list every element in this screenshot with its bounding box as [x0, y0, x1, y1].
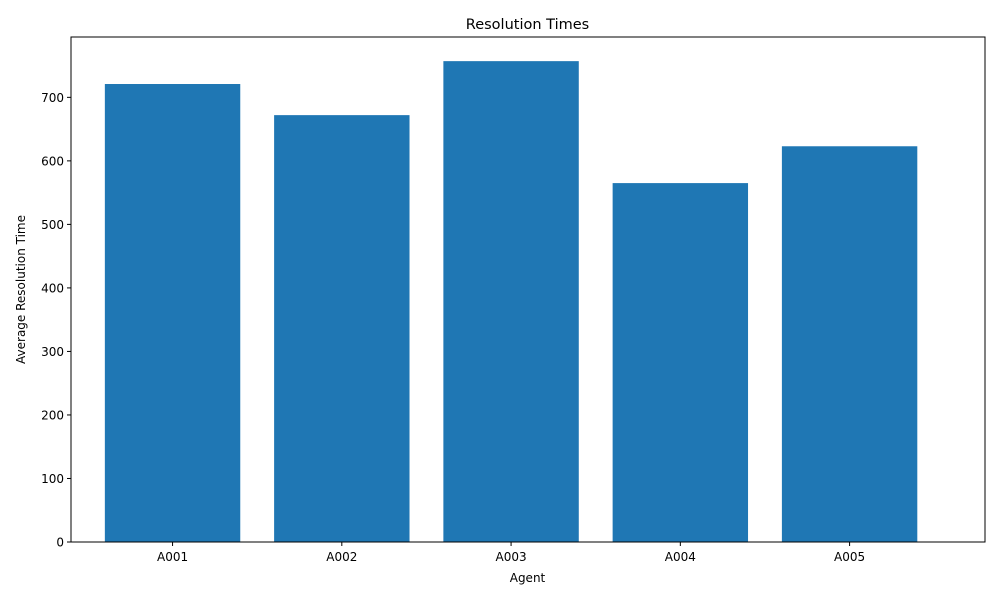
- y-tick-label: 400: [41, 281, 64, 295]
- plot-frame: [70, 36, 986, 543]
- bar-A004: [612, 183, 749, 542]
- x-tick-label: A003: [496, 550, 527, 564]
- y-tick-label: 700: [41, 91, 64, 105]
- bar-A003: [443, 61, 579, 542]
- x-tick-label: A004: [665, 550, 696, 564]
- bar-A001: [104, 84, 241, 542]
- y-tick-label: 100: [41, 472, 64, 486]
- bar-A002: [274, 115, 410, 542]
- bars-group: [104, 61, 918, 542]
- x-tick-label: A005: [834, 550, 865, 564]
- y-tick-label: 300: [41, 345, 64, 359]
- y-tick-label: 600: [41, 154, 64, 168]
- chart-title: Resolution Times: [466, 17, 589, 33]
- y-tick-label: 500: [41, 218, 64, 232]
- x-tick-label: A002: [326, 550, 357, 564]
- bar-A005: [781, 146, 918, 542]
- y-axis-title: Average Resolution Time: [14, 215, 28, 364]
- x-tick-label: A001: [157, 550, 188, 564]
- x-axis-ticks: A001 A002 A003 A004 A005: [157, 542, 865, 564]
- y-tick-label: 200: [41, 408, 64, 422]
- y-tick-label: 0: [56, 536, 64, 550]
- x-axis-title: Agent: [510, 571, 546, 585]
- y-axis-ticks: 0 100 200 300 400 500 600 700: [41, 91, 71, 550]
